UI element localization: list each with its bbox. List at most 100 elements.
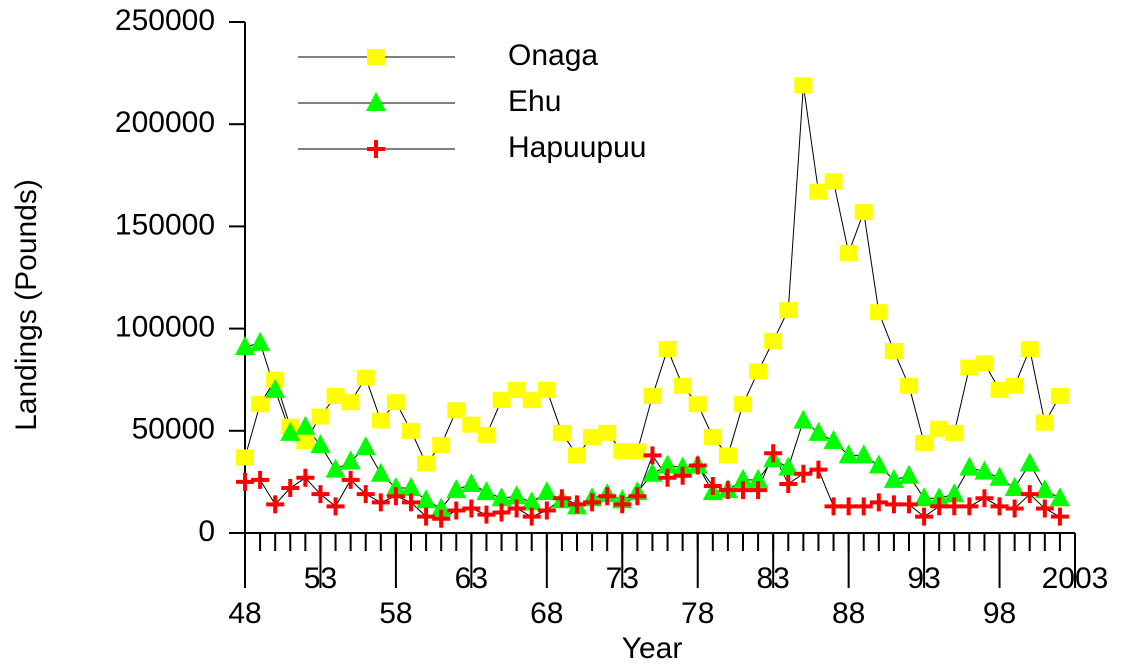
data-point (417, 507, 436, 526)
data-point (235, 335, 255, 355)
data-point (643, 388, 662, 405)
data-point (960, 497, 979, 516)
data-point (281, 479, 300, 498)
data-point (672, 456, 693, 476)
x-tick-label: 88 (832, 597, 865, 630)
data-point (311, 485, 330, 504)
data-point (371, 493, 390, 512)
data-point (794, 464, 813, 483)
series-line (244, 85, 1061, 465)
x-axis-label: Year (622, 632, 683, 665)
x-tick-label: 98 (983, 597, 1016, 630)
legend-label: Ehu (508, 85, 561, 118)
data-point (734, 481, 752, 500)
data-point (1019, 452, 1040, 472)
data-point (990, 497, 1009, 516)
data-point (749, 363, 768, 380)
data-point (914, 487, 935, 507)
data-point (251, 470, 270, 489)
data-point (613, 495, 632, 514)
data-point (447, 402, 466, 419)
data-point (989, 466, 1010, 486)
data-point (1020, 485, 1039, 504)
data-point (521, 491, 542, 511)
data-point (355, 436, 376, 456)
data-point (522, 392, 541, 409)
data-point (477, 426, 496, 443)
legend-label: Hapuupuu (508, 131, 646, 164)
data-point (522, 507, 541, 526)
data-point (628, 487, 647, 506)
data-point (960, 359, 979, 376)
data-point (477, 505, 496, 524)
data-point (236, 449, 254, 466)
data-point (703, 428, 722, 445)
data-point (491, 487, 512, 507)
data-point (779, 302, 798, 319)
data-point (838, 444, 859, 464)
x-tick-label: 83 (756, 562, 789, 595)
data-point (688, 456, 707, 475)
data-point (432, 509, 451, 528)
x-tick-label: 53 (304, 562, 337, 595)
data-point (280, 421, 301, 441)
data-point (613, 443, 632, 460)
data-point (868, 454, 889, 474)
data-point (341, 394, 360, 411)
data-point (778, 456, 799, 476)
data-point (1050, 507, 1069, 526)
data-point (266, 495, 285, 514)
data-point (552, 489, 571, 508)
y-tick-label: 50000 (132, 413, 215, 446)
data-point (779, 474, 798, 493)
y-tick-label: 250000 (115, 4, 215, 37)
data-point (915, 435, 934, 452)
data-point (930, 420, 949, 437)
data-point (296, 433, 315, 450)
data-point (642, 462, 663, 482)
y-tick-label: 100000 (115, 311, 215, 344)
data-point (673, 377, 692, 394)
data-point (749, 481, 768, 500)
x-tick-label: 93 (907, 562, 940, 595)
data-point (658, 468, 677, 487)
data-point (340, 450, 361, 470)
data-point (507, 381, 526, 398)
y-tick-label: 200000 (115, 106, 215, 139)
data-point (341, 470, 360, 489)
data-point (718, 447, 737, 464)
data-point (295, 415, 316, 435)
data-point (265, 378, 286, 398)
data-point (250, 331, 271, 351)
data-point (628, 443, 647, 460)
data-point (296, 468, 315, 487)
x-tick-label: 73 (606, 562, 639, 595)
data-point (417, 455, 436, 472)
data-point (598, 424, 617, 441)
data-point (824, 173, 843, 190)
data-point (900, 495, 918, 514)
data-point (793, 409, 814, 429)
legend-marker (367, 49, 385, 65)
data-point (764, 332, 783, 349)
data-point (492, 503, 511, 522)
data-point (568, 447, 586, 464)
data-point (1034, 479, 1055, 499)
x-tick-label: 58 (379, 597, 412, 630)
data-point (1004, 477, 1025, 497)
data-point (537, 501, 556, 520)
x-tick-label: 78 (681, 597, 714, 630)
data-point (734, 396, 752, 413)
data-point (703, 476, 722, 495)
data-point (854, 497, 873, 516)
data-point (1049, 487, 1070, 507)
data-point (839, 244, 858, 261)
legend-marker (367, 140, 385, 158)
data-point (823, 430, 844, 450)
data-point (883, 468, 904, 488)
data-point (326, 497, 345, 516)
data-point (568, 495, 586, 514)
data-point (975, 489, 994, 508)
data-point (492, 392, 511, 409)
